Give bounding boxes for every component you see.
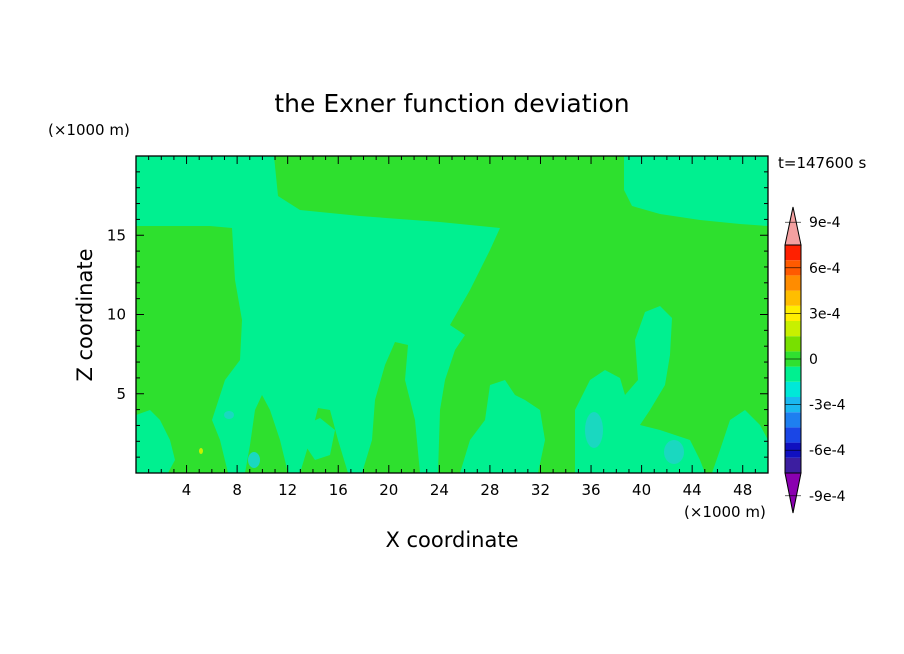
time-label: t=147600 s: [778, 154, 866, 172]
x-tick-label: 4: [182, 481, 192, 499]
y-unit-label: (×1000 m): [48, 121, 130, 139]
x-tick-label: 28: [480, 481, 499, 499]
y-axis-label: Z coordinate: [73, 248, 97, 381]
field-spot-cyan-1: [585, 412, 603, 448]
x-tick-label: 40: [632, 481, 651, 499]
x-tick-label: 44: [683, 481, 702, 499]
colorbar-segment: [785, 381, 801, 397]
x-unit-label: (×1000 m): [684, 503, 766, 521]
colorbar-segment: [785, 412, 801, 428]
x-tick-label: 8: [232, 481, 242, 499]
x-tick-label: 16: [329, 481, 348, 499]
field-spot-cyan-3: [248, 452, 260, 468]
colorbar-extend-high: [784, 206, 802, 246]
colorbar-tick-label: 3e-4: [809, 306, 841, 322]
field-region-negative-lower-right: [575, 306, 705, 473]
chart-title: the Exner function deviation: [274, 89, 629, 118]
field-region-negative-top-right: [624, 156, 768, 226]
colorbar-segment: [785, 290, 801, 306]
colorbar-segment: [785, 321, 801, 337]
x-tick-label: 12: [278, 481, 297, 499]
field-spot-cyan-4: [224, 411, 234, 419]
field-region-negative-edge-right: [712, 410, 768, 473]
colorbar-segment: [785, 336, 801, 352]
colorbar-tick-label: 9e-4: [809, 215, 841, 231]
y-tick-label: 5: [116, 385, 126, 403]
field-region-negative-lower-left: [136, 410, 175, 473]
x-axis-label: X coordinate: [385, 528, 518, 552]
colorbar-segment: [785, 427, 801, 443]
colorbar-extend-low: [784, 472, 802, 514]
colorbar-tick-label: -3e-4: [809, 398, 846, 414]
colorbar-segment: [785, 245, 801, 261]
x-tick-label: 36: [581, 481, 600, 499]
y-tick-label: 15: [107, 226, 126, 244]
field-spot-yellow: [199, 448, 203, 454]
colorbar-segment: [785, 366, 801, 382]
x-tick-label: 20: [379, 481, 398, 499]
colorbar-tick-label: 6e-4: [809, 261, 841, 277]
colorbar-tick-label: -6e-4: [809, 443, 846, 459]
x-axis-ticks: 4 8 12 16 20 24 28 32 36 40 44 48: [148, 156, 756, 499]
x-tick-label: 48: [733, 481, 752, 499]
y-axis-ticks: 5 10 15: [107, 171, 768, 458]
field-region-negative: [136, 156, 500, 473]
field-region-negative-small: [305, 418, 335, 460]
field-spot-cyan-2: [664, 440, 684, 464]
colorbar: -9e-4 -6e-4 -3e-4 0 3e-4 6e-4 9e-4: [784, 206, 846, 514]
plot-area: [136, 156, 768, 473]
colorbar-segment: [785, 275, 801, 291]
field-region-negative-lower-mid: [460, 380, 545, 473]
colorbar-segment: [785, 457, 801, 473]
colorbar-tick-label: 0: [809, 352, 818, 368]
colorbar-tick-label: -9e-4: [809, 489, 846, 505]
x-tick-label: 24: [430, 481, 449, 499]
y-tick-label: 10: [107, 306, 126, 324]
x-tick-label: 32: [531, 481, 550, 499]
